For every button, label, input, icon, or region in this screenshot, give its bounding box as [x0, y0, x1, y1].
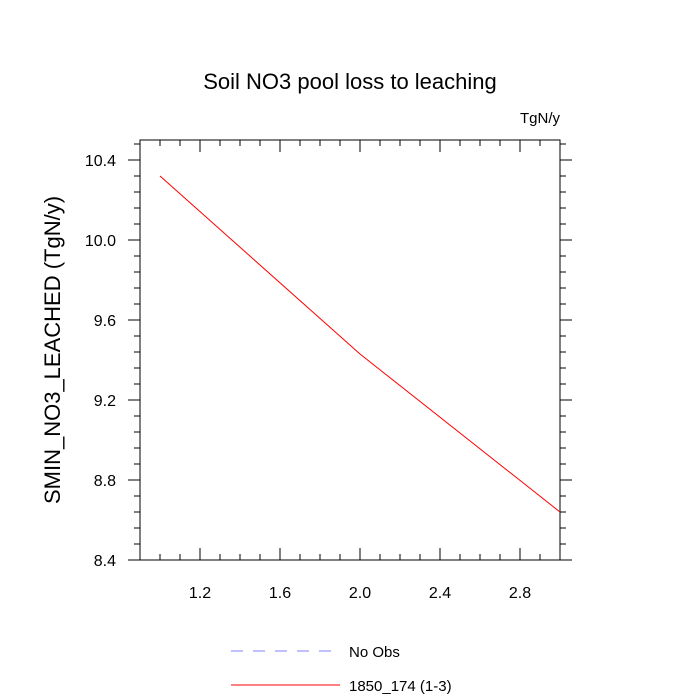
x-tick-labels: 1.2 1.6 2.0 2.4 2.8	[189, 585, 531, 602]
x-tick-label: 1.2	[189, 585, 211, 602]
legend-label-1: 1850_174 (1-3)	[349, 678, 452, 695]
legend: No Obs 1850_174 (1-3)	[231, 644, 452, 695]
y-tick-label: 8.4	[94, 553, 116, 570]
units-label: TgN/y	[520, 110, 561, 127]
y-axis-label: SMIN_NO3_LEACHED (TgN/y)	[40, 196, 65, 504]
x-tick-label: 2.4	[429, 585, 451, 602]
y-tick-labels: 8.4 8.8 9.2 9.6 10.0 10.4	[85, 153, 116, 570]
series-line-1	[159, 175, 561, 513]
y-tick-label: 10.4	[85, 153, 116, 170]
y-tick-label: 10.0	[85, 233, 116, 250]
series-layer	[159, 175, 561, 513]
x-tick-label: 2.0	[349, 585, 371, 602]
chart-title: Soil NO3 pool loss to leaching	[203, 69, 497, 94]
plot-frame	[139, 139, 561, 561]
legend-label-0: No Obs	[349, 644, 400, 661]
x-tick-label: 2.8	[509, 585, 531, 602]
y-tick-label: 8.8	[94, 473, 116, 490]
tick-marks	[128, 140, 572, 561]
y-tick-label: 9.2	[94, 393, 116, 410]
x-tick-label: 1.6	[269, 585, 291, 602]
y-tick-label: 9.6	[94, 313, 116, 330]
